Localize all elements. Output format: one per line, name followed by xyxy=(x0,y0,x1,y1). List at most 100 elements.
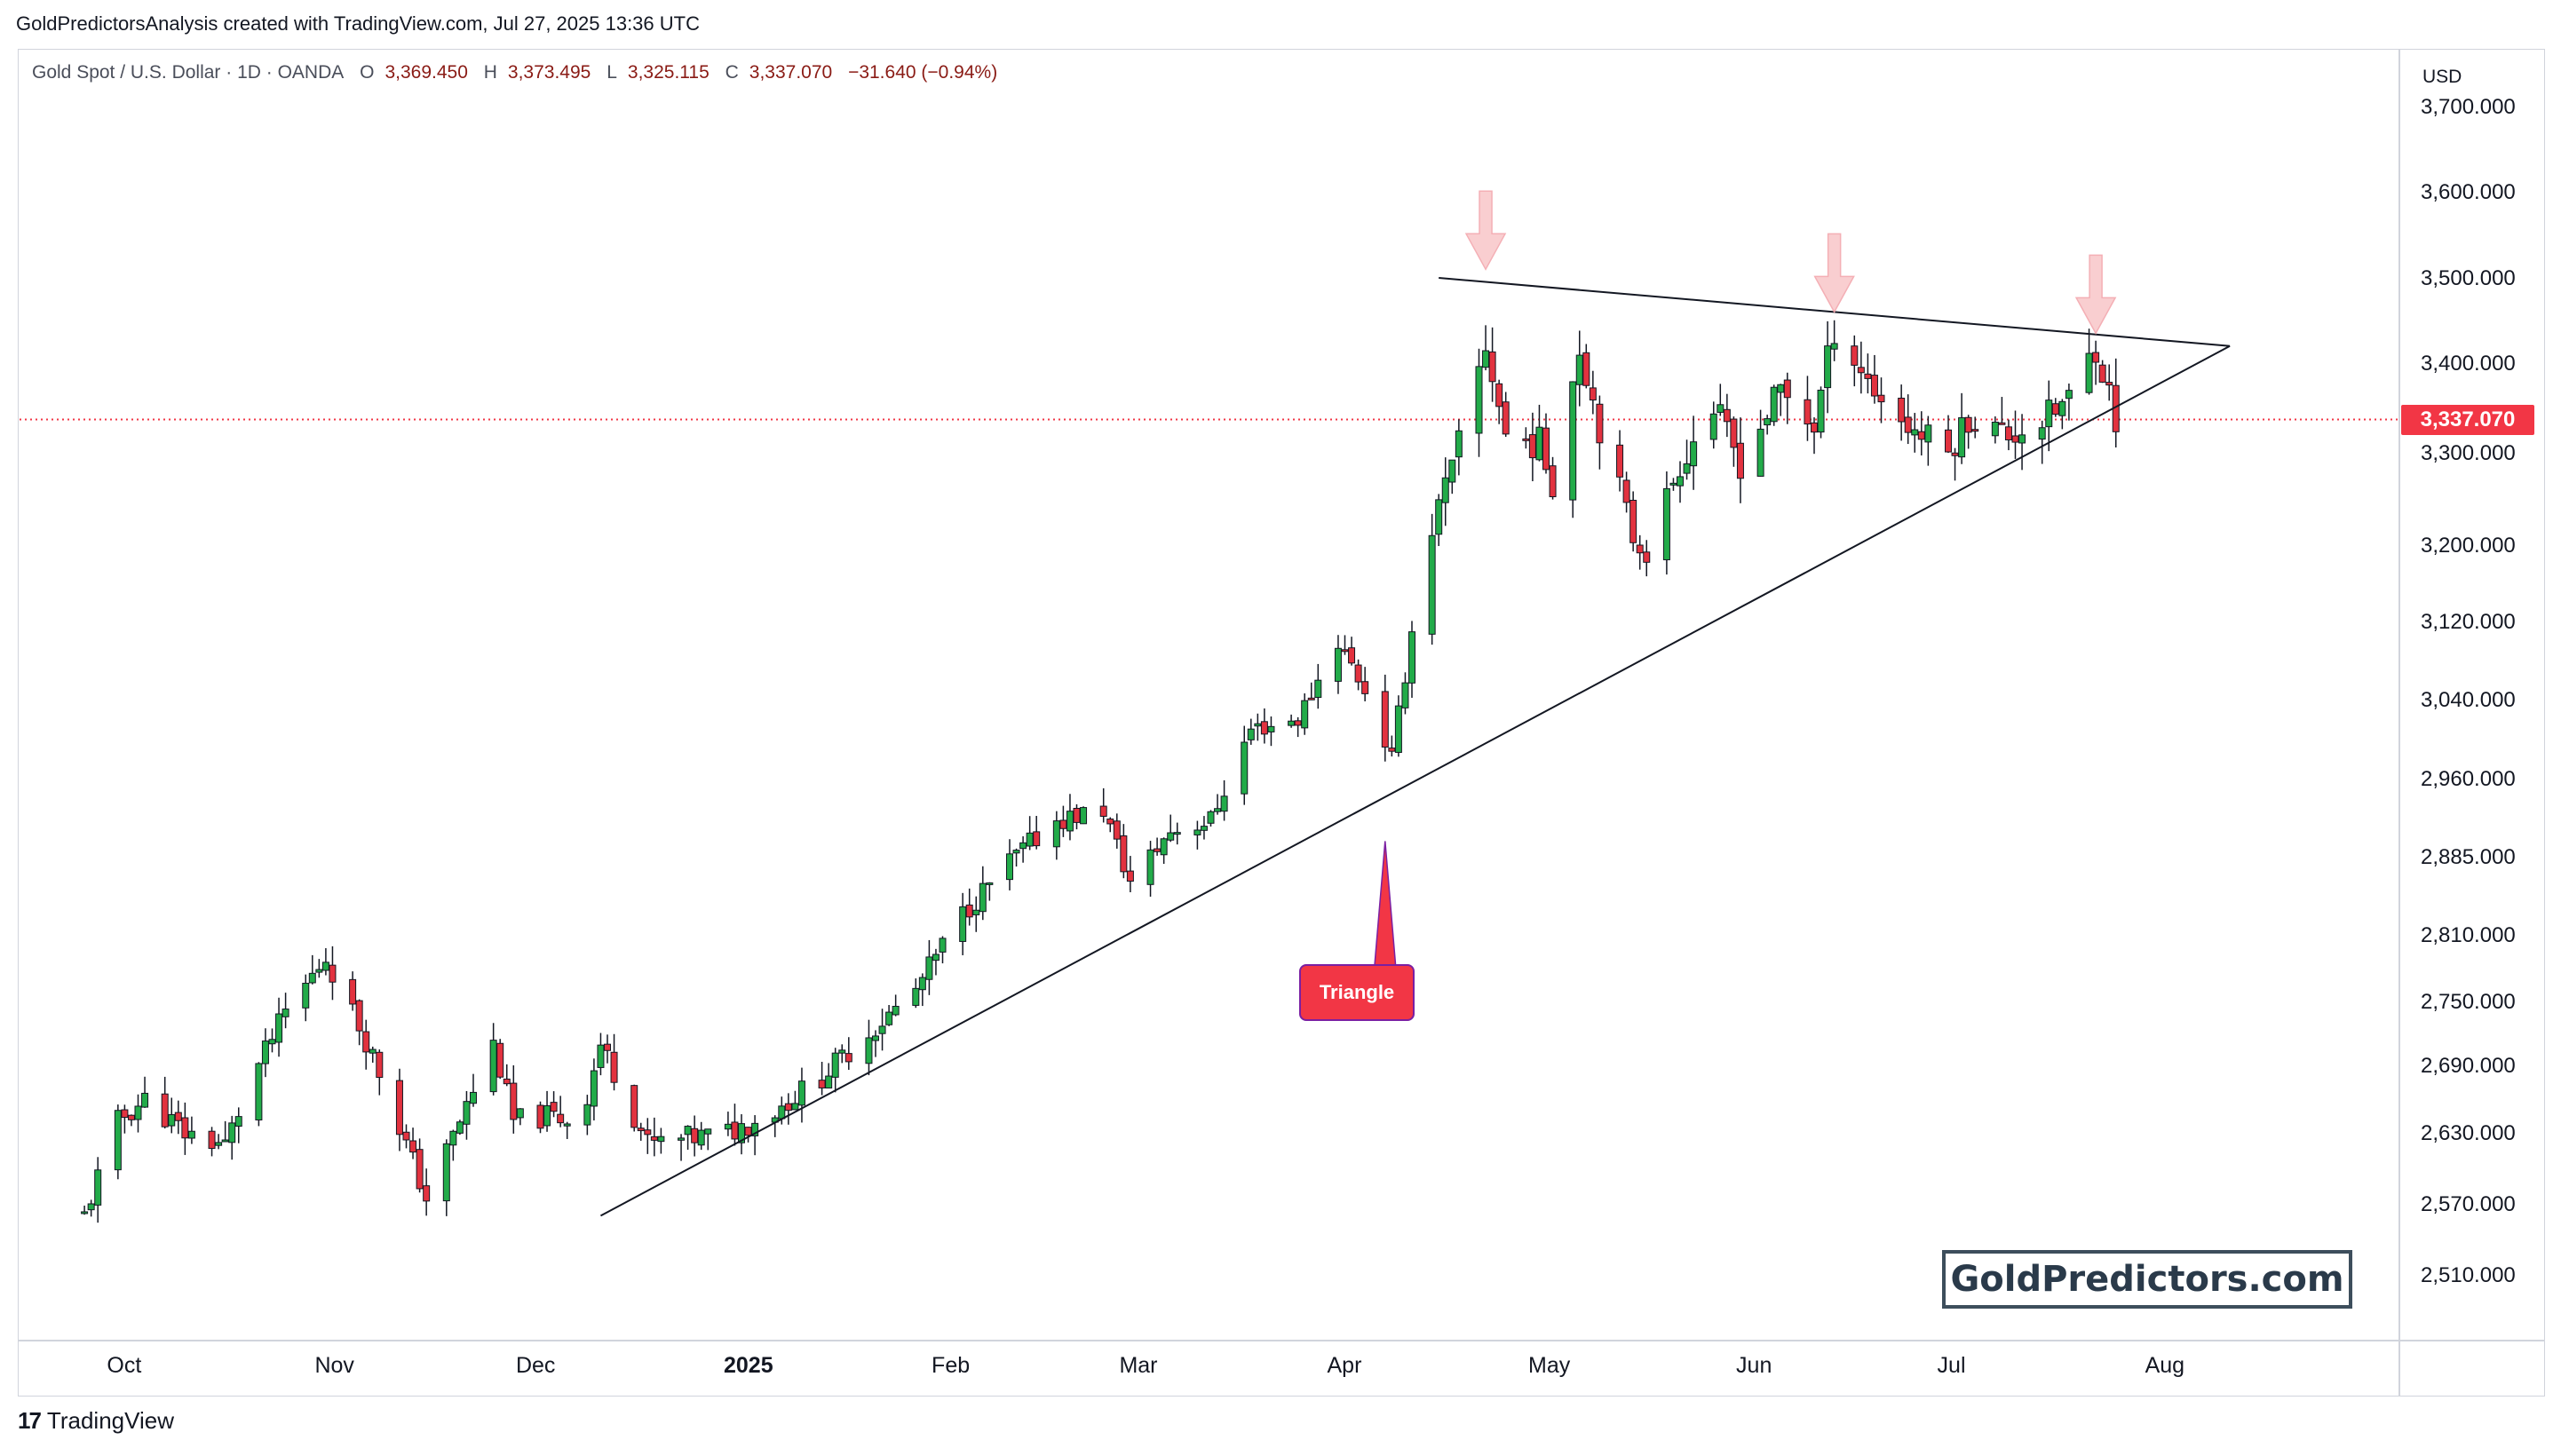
candle-up xyxy=(724,1123,732,1130)
candle-up xyxy=(838,1049,846,1054)
candle-down xyxy=(161,1093,169,1128)
y-tick-label: 2,570.000 xyxy=(2421,1192,2516,1216)
candle-up xyxy=(168,1114,176,1127)
candle-up xyxy=(831,1052,839,1078)
candle-down xyxy=(1945,429,1952,453)
candle-up xyxy=(1006,853,1013,881)
candle-down xyxy=(691,1128,699,1143)
candle-up xyxy=(1817,389,1825,433)
candle-up xyxy=(1146,849,1154,885)
candle-up xyxy=(1575,354,1583,385)
candle-down xyxy=(1582,352,1590,386)
y-tick-label: 3,200.000 xyxy=(2421,534,2516,558)
candle-up xyxy=(1475,366,1483,434)
candle-up xyxy=(590,1070,598,1107)
candle-down xyxy=(1870,375,1878,397)
candle-up xyxy=(302,982,310,1009)
open-value: 3,369.450 xyxy=(385,62,468,83)
candle-up xyxy=(1314,679,1322,699)
candle-down xyxy=(637,1128,645,1132)
candle-up xyxy=(1683,463,1691,474)
candle-up xyxy=(187,1130,195,1139)
candle-down xyxy=(610,1051,618,1083)
candle-up xyxy=(2065,390,2073,400)
pink-down-arrow-icon xyxy=(1813,233,1855,313)
candle-down xyxy=(557,1113,565,1124)
candle-down xyxy=(2105,382,2113,386)
candle-up xyxy=(912,987,920,1006)
candle-up xyxy=(885,1011,893,1025)
candle-down xyxy=(2004,426,2012,441)
candle-up xyxy=(1193,829,1201,835)
high-value: 3,373.495 xyxy=(507,62,591,83)
candle-up xyxy=(583,1104,591,1126)
close-value: 3,337.070 xyxy=(749,62,833,83)
candle-down xyxy=(1622,479,1630,503)
candle-up xyxy=(684,1126,692,1136)
currency-label[interactable]: USD xyxy=(2422,67,2462,87)
candle-down xyxy=(376,1051,384,1079)
y-tick-label: 2,810.000 xyxy=(2421,923,2516,947)
x-tick-label: May xyxy=(1528,1353,1571,1378)
symbol-name[interactable]: Gold Spot / U.S. Dollar · 1D · OANDA xyxy=(32,62,345,83)
candle-up xyxy=(1026,832,1034,847)
candle-up xyxy=(986,882,994,885)
candle-up xyxy=(1958,417,1966,458)
candle-up xyxy=(872,1035,879,1041)
candle-down xyxy=(1811,422,1818,433)
candle-up xyxy=(1482,350,1490,368)
candle-up xyxy=(1830,343,1838,350)
x-tick-label: Jul xyxy=(1938,1353,1966,1378)
candle-down xyxy=(416,1149,424,1190)
candle-down xyxy=(1736,442,1744,479)
candle-up xyxy=(94,1169,102,1206)
candle-up xyxy=(1254,723,1262,727)
candle-down xyxy=(402,1131,410,1141)
watermark: GoldPredictors.com xyxy=(1942,1250,2352,1309)
candle-up xyxy=(1569,381,1577,501)
candle-down xyxy=(1361,681,1369,694)
candle-up xyxy=(255,1063,263,1121)
candle-up xyxy=(1160,838,1168,856)
candle-down xyxy=(208,1130,216,1150)
candle-down xyxy=(1120,835,1128,873)
candle-up xyxy=(751,1122,759,1136)
candle-up xyxy=(516,1108,524,1119)
candle-up xyxy=(1200,826,1208,831)
candle-up xyxy=(1301,700,1309,729)
candle-up xyxy=(1080,807,1088,825)
candle-up xyxy=(738,1123,745,1143)
candle-up xyxy=(1052,820,1060,848)
candle-down xyxy=(1073,807,1081,823)
candle-down xyxy=(1528,434,1536,459)
candle-up xyxy=(563,1123,571,1127)
candle-down xyxy=(1616,444,1624,478)
candle-up xyxy=(791,1103,799,1111)
candle-down xyxy=(1723,408,1731,423)
candle-up xyxy=(932,954,940,961)
candle-down xyxy=(1998,422,2006,425)
candle-down xyxy=(965,904,973,918)
y-tick-label: 3,300.000 xyxy=(2421,441,2516,465)
chart-frame[interactable] xyxy=(18,49,2545,1397)
candle-down xyxy=(395,1080,403,1136)
tradingview-logo[interactable]: 17 TradingView xyxy=(18,1407,174,1435)
candle-down xyxy=(1898,397,1906,423)
y-tick-label: 3,600.000 xyxy=(2421,180,2516,204)
candle-down xyxy=(536,1104,544,1129)
candle-up xyxy=(1677,476,1684,487)
candle-down xyxy=(1636,544,1644,554)
candle-down xyxy=(1348,647,1356,664)
candle-up xyxy=(979,882,987,913)
candle-down xyxy=(550,1102,558,1112)
candle-up xyxy=(489,1040,497,1093)
candle-up xyxy=(275,1013,283,1043)
candle-down xyxy=(1917,431,1925,440)
candle-up xyxy=(1669,482,1677,486)
candle-up xyxy=(81,1211,89,1215)
candle-up xyxy=(1777,384,1785,393)
x-tick-label: Dec xyxy=(516,1353,555,1378)
trendline-support xyxy=(599,344,2231,1217)
candle-down xyxy=(1502,401,1510,435)
